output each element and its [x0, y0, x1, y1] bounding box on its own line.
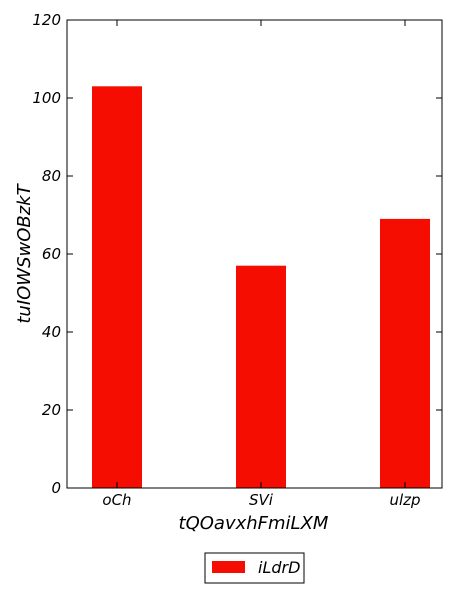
legend-label: iLdrD: [258, 558, 300, 577]
x-axis-title: tQOavxhFmiLXM: [179, 513, 329, 534]
y-tick-label: 60: [42, 245, 61, 263]
y-tick-label: 0: [51, 479, 61, 497]
y-tick-label: 100: [32, 89, 61, 107]
bar-SVi: [236, 265, 286, 488]
x-axis-ticks: oCh SVi ulzp: [102, 20, 421, 509]
y-axis-ticks: 0 20 40 60 80 100 120: [32, 11, 442, 497]
y-tick-label: 80: [42, 167, 61, 185]
y-axis-title: tuIOWSwOBzkT: [14, 182, 35, 323]
bar-oCh: [92, 86, 142, 489]
x-tick-label: ulzp: [389, 491, 420, 509]
bars-group: [92, 86, 430, 489]
bar-ulzp: [380, 218, 430, 488]
y-tick-label: 120: [32, 11, 61, 29]
legend-swatch: [212, 561, 245, 573]
y-tick-label: 20: [42, 401, 61, 419]
x-tick-label: SVi: [249, 491, 274, 509]
y-tick-label: 40: [42, 323, 61, 341]
legend: iLdrD: [204, 552, 305, 584]
x-tick-label: oCh: [102, 491, 131, 509]
